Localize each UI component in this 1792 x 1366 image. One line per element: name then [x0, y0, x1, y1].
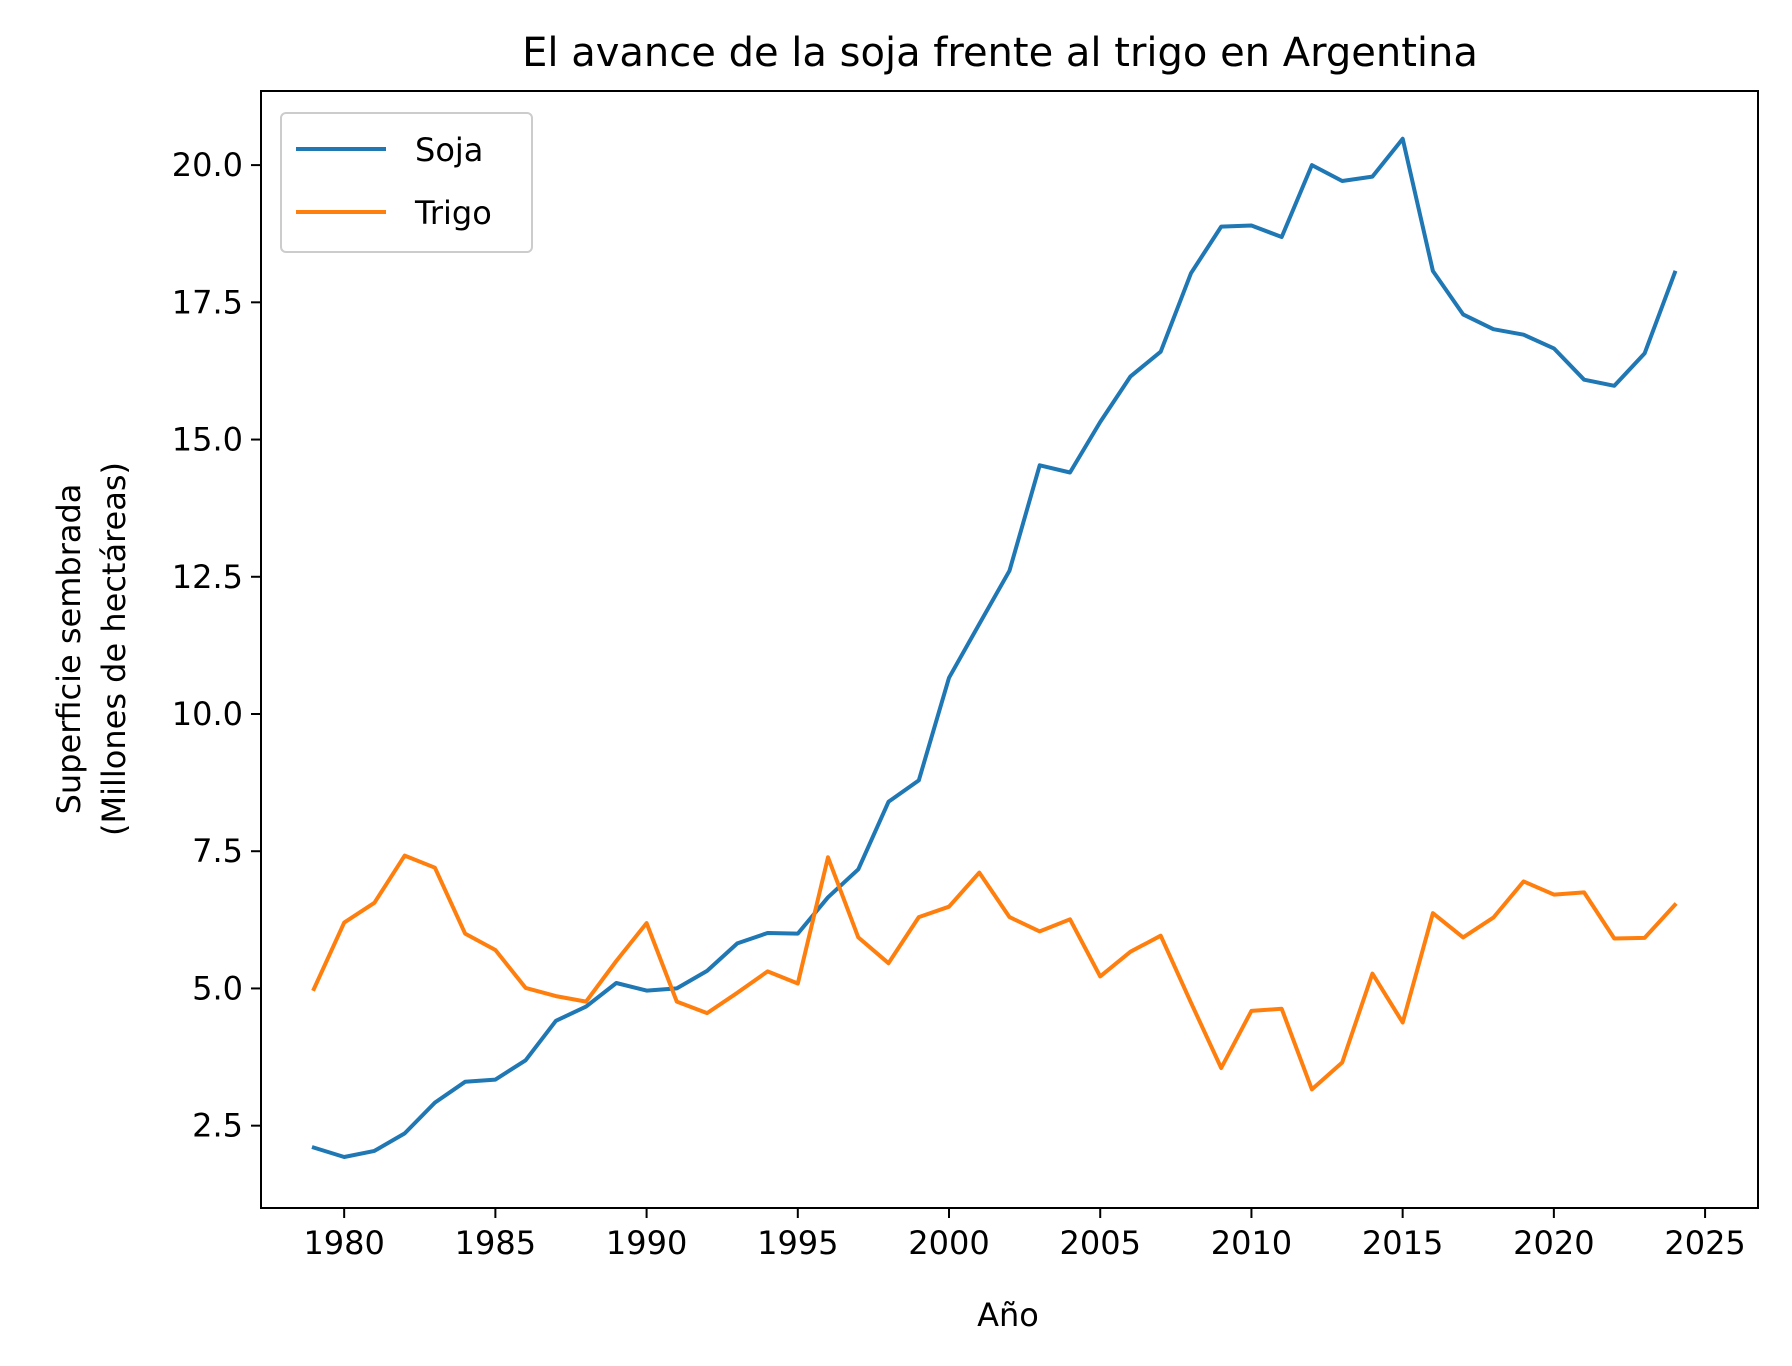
x-tick-label: 2005 — [1060, 1224, 1141, 1262]
x-tick-label: 2000 — [908, 1224, 989, 1262]
x-tick-label: 1980 — [303, 1224, 384, 1262]
y-axis-label-line-2: (Millones de hectáreas) — [95, 462, 133, 836]
y-tick-label: 5.0 — [192, 969, 243, 1007]
x-tick-label: 2010 — [1211, 1224, 1292, 1262]
x-tick-label: 2015 — [1362, 1224, 1443, 1262]
x-tick-label: 1985 — [455, 1224, 536, 1262]
y-axis-label: Superficie sembrada (Millones de hectáre… — [50, 462, 133, 836]
x-tick-label: 2020 — [1513, 1224, 1594, 1262]
x-tick-label: 2025 — [1664, 1224, 1745, 1262]
legend-label-trigo: Trigo — [414, 194, 492, 232]
y-tick-label: 20.0 — [172, 146, 243, 184]
y-tick-label: 15.0 — [172, 421, 243, 459]
series-line-soja — [311, 136, 1678, 1159]
chart-title: El avance de la soja frente al trigo en … — [522, 30, 1478, 76]
y-tick-label: 10.0 — [172, 695, 243, 733]
plot-lines — [311, 136, 1678, 1159]
y-axis-ticks: 2.5 5.0 7.5 10.0 12.5 15.0 17.5 20.0 — [172, 146, 261, 1145]
y-tick-label: 7.5 — [192, 832, 243, 870]
x-axis-label: Año — [977, 1296, 1039, 1334]
legend-label-soja: Soja — [415, 131, 483, 169]
y-tick-label: 12.5 — [172, 558, 243, 596]
x-tick-label: 1990 — [606, 1224, 687, 1262]
x-axis-ticks: 1980 1985 1990 1995 2000 2005 2010 2015 2020 2025 — [303, 1208, 1746, 1262]
plot-frame — [260, 90, 1759, 1209]
y-tick-label: 2.5 — [192, 1107, 243, 1145]
y-tick-label: 17.5 — [172, 283, 243, 321]
legend: Soja Trigo — [280, 112, 533, 253]
series-line-trigo — [311, 853, 1678, 1092]
y-axis-label-line-1: Superficie sembrada — [50, 484, 88, 815]
legend-box — [280, 112, 533, 253]
x-tick-label: 1995 — [757, 1224, 838, 1262]
